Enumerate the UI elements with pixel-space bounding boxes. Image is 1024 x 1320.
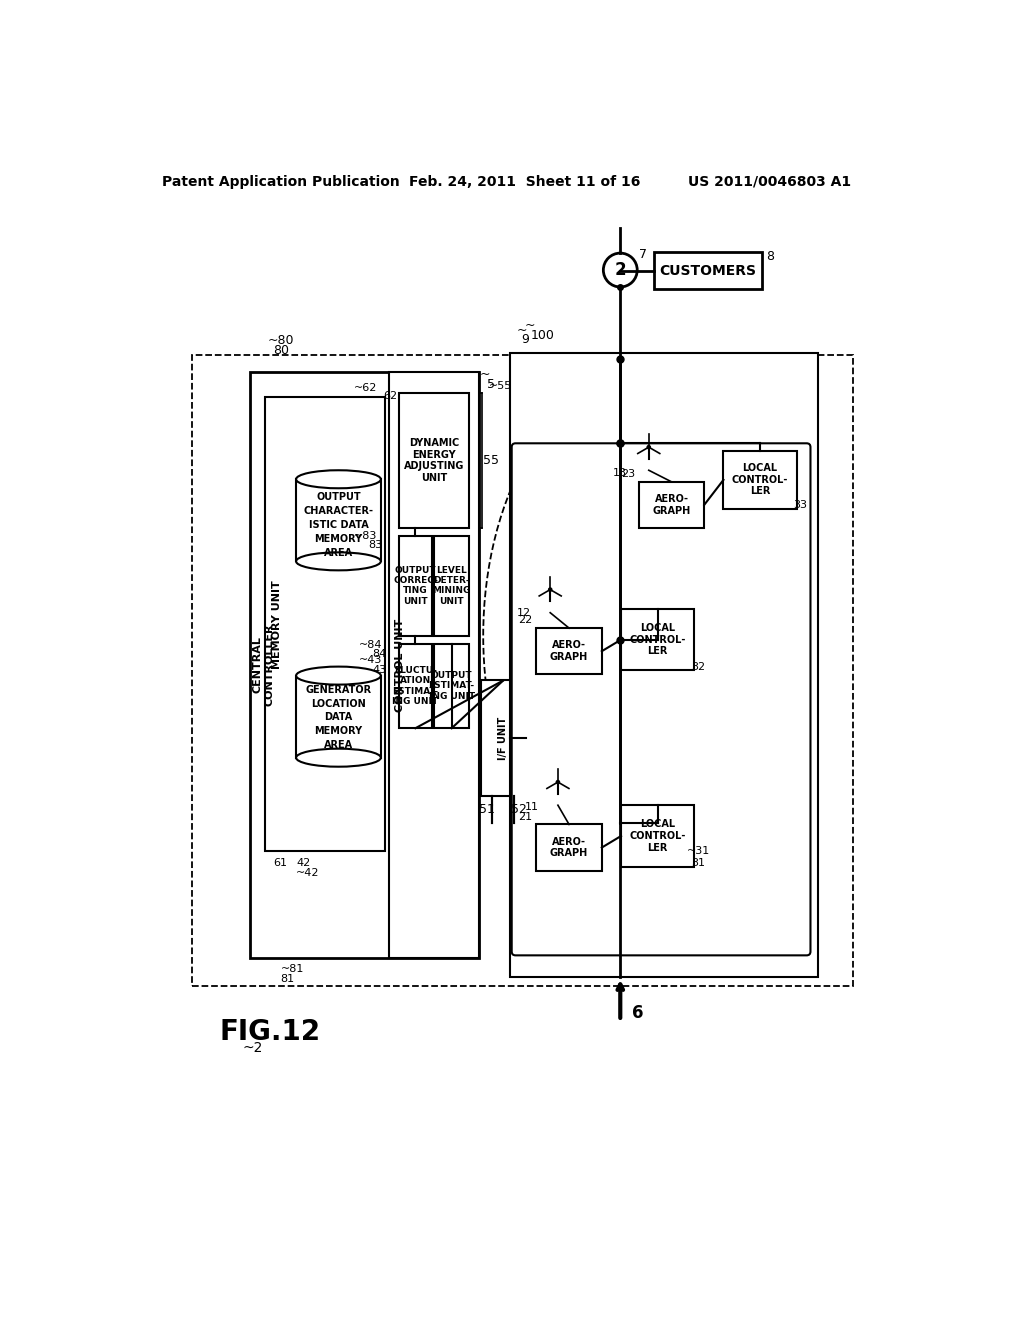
Bar: [398, 536, 432, 636]
Text: LOCAL
CONTROL-
LER: LOCAL CONTROL- LER: [630, 820, 686, 853]
Text: CUSTOMERS: CUSTOMERS: [659, 264, 757, 277]
Text: AREA: AREA: [324, 548, 353, 557]
Text: LOCAL
CONTROL-
LER: LOCAL CONTROL- LER: [732, 463, 788, 496]
Bar: [265, 397, 385, 851]
Text: ~2: ~2: [242, 1040, 262, 1055]
Text: ~81: ~81: [281, 964, 304, 974]
Text: AERO-
GRAPH: AERO- GRAPH: [550, 837, 588, 858]
Text: ~: ~: [516, 323, 526, 337]
Circle shape: [549, 587, 552, 591]
Text: DYNAMIC
ENERGY
ADJUSTING
UNIT: DYNAMIC ENERGY ADJUSTING UNIT: [403, 438, 464, 483]
Ellipse shape: [296, 552, 381, 570]
Ellipse shape: [296, 470, 381, 488]
Bar: [398, 393, 469, 528]
Bar: [537, 825, 602, 871]
Text: Patent Application Publication: Patent Application Publication: [162, 174, 399, 189]
Text: ~42: ~42: [296, 869, 319, 878]
Text: 8: 8: [766, 249, 774, 263]
Text: 12: 12: [517, 607, 531, 618]
Text: 7: 7: [639, 248, 647, 261]
Text: LOCAL
CONTROL-
LER: LOCAL CONTROL- LER: [630, 623, 686, 656]
Text: OUTPUT: OUTPUT: [316, 492, 360, 502]
Text: 80: 80: [273, 345, 289, 358]
Ellipse shape: [296, 667, 381, 685]
Text: ISTIC DATA: ISTIC DATA: [308, 520, 369, 529]
Text: GENERATOR: GENERATOR: [305, 685, 372, 694]
Bar: [481, 681, 525, 796]
Text: CONTROL UNIT: CONTROL UNIT: [395, 619, 406, 711]
Bar: [398, 644, 432, 729]
Bar: [510, 354, 818, 977]
Text: 84: 84: [373, 649, 387, 659]
Bar: [654, 252, 762, 289]
Bar: [296, 676, 381, 758]
Text: 61: 61: [273, 858, 287, 869]
Bar: [250, 372, 479, 958]
Text: 22: 22: [518, 615, 532, 626]
Text: 33: 33: [794, 500, 808, 510]
Text: 43: 43: [373, 665, 387, 676]
Text: 5: 5: [486, 378, 495, 391]
Text: ~80: ~80: [267, 334, 294, 347]
Circle shape: [556, 780, 559, 784]
Text: AREA: AREA: [324, 741, 353, 750]
Bar: [434, 644, 469, 729]
Text: OUTPUT
CORREC-
TING
UNIT: OUTPUT CORREC- TING UNIT: [393, 566, 438, 606]
Text: 32: 32: [691, 661, 706, 672]
Text: OUTPUT
ESTIMAT-
ING UNIT: OUTPUT ESTIMAT- ING UNIT: [429, 671, 475, 701]
Text: ~: ~: [524, 319, 536, 333]
Text: AERO-
GRAPH: AERO- GRAPH: [550, 640, 588, 663]
Text: FLUCTU-
ATION
ESTIMAT-
ING UNIT: FLUCTU- ATION ESTIMAT- ING UNIT: [392, 665, 438, 706]
Text: ~55: ~55: [488, 380, 512, 391]
Text: 23: 23: [621, 469, 635, 479]
Text: ~83: ~83: [353, 531, 377, 541]
Text: 13: 13: [613, 467, 628, 478]
Text: 11: 11: [524, 801, 539, 812]
Ellipse shape: [296, 748, 381, 767]
Text: ~43: ~43: [359, 656, 382, 665]
Text: 6: 6: [632, 1005, 643, 1022]
Text: LOCATION: LOCATION: [311, 698, 366, 709]
Text: 51: 51: [479, 804, 495, 816]
Text: ~31: ~31: [686, 846, 710, 857]
Text: ~: ~: [479, 368, 490, 381]
Text: 62: 62: [383, 391, 397, 400]
Text: CENTRAL
CONTROLLER: CENTRAL CONTROLLER: [253, 624, 274, 706]
Text: 9: 9: [521, 333, 529, 346]
Bar: [621, 609, 694, 671]
Text: MEMORY: MEMORY: [314, 533, 362, 544]
Text: 52: 52: [511, 804, 527, 816]
Text: CHARACTER-: CHARACTER-: [303, 506, 374, 516]
Text: 100: 100: [531, 329, 555, 342]
Text: FIG.12: FIG.12: [219, 1018, 321, 1047]
Text: US 2011/0046803 A1: US 2011/0046803 A1: [688, 174, 851, 189]
Text: 21: 21: [518, 812, 532, 822]
Text: 81: 81: [281, 974, 295, 985]
Text: ~84: ~84: [358, 640, 382, 649]
Bar: [537, 628, 602, 675]
Text: 2: 2: [614, 261, 626, 279]
Text: DATA: DATA: [325, 713, 352, 722]
Text: MEMORY UNIT: MEMORY UNIT: [271, 579, 282, 669]
Circle shape: [647, 446, 650, 449]
Text: 31: 31: [691, 858, 706, 869]
Text: 83: 83: [369, 540, 382, 550]
Text: I/F UNIT: I/F UNIT: [499, 717, 508, 760]
Text: AERO-
GRAPH: AERO- GRAPH: [652, 494, 690, 516]
Bar: [193, 355, 853, 986]
Bar: [434, 536, 469, 636]
Text: 42: 42: [296, 858, 310, 869]
Bar: [296, 479, 381, 561]
Bar: [388, 372, 479, 958]
Text: 55: 55: [483, 454, 500, 467]
Bar: [639, 482, 705, 528]
Text: LEVEL
DETER-
MINING
UNIT: LEVEL DETER- MINING UNIT: [432, 566, 471, 606]
Text: Feb. 24, 2011  Sheet 11 of 16: Feb. 24, 2011 Sheet 11 of 16: [410, 174, 640, 189]
Text: ~62: ~62: [353, 383, 377, 393]
Text: MEMORY: MEMORY: [314, 726, 362, 737]
Bar: [724, 451, 797, 508]
Bar: [621, 805, 694, 867]
